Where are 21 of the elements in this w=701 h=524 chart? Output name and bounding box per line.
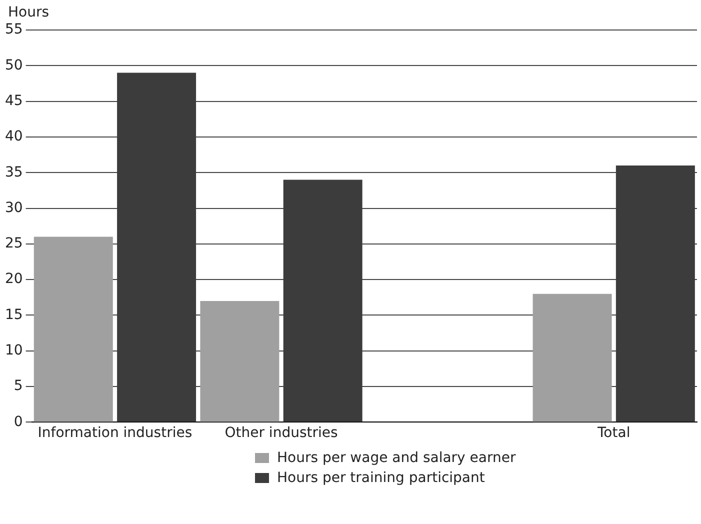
y-tick-label: 40 — [4, 128, 23, 145]
y-tick-label: 15 — [4, 306, 23, 323]
y-tick-label: 55 — [4, 22, 23, 38]
legend-label: Hours per training participant — [277, 470, 485, 486]
y-tick-label: 45 — [4, 92, 23, 109]
bar — [34, 236, 113, 422]
y-tick-label: 50 — [4, 57, 23, 74]
y-tick-label: 5 — [14, 378, 23, 394]
y-tick-label: 25 — [4, 236, 23, 252]
y-tick-label: 20 — [4, 271, 23, 288]
legend-label: Hours per wage and salary earner — [277, 450, 516, 466]
bar — [200, 300, 280, 422]
y-axis-title: Hours — [8, 4, 50, 21]
x-tick-label: Total — [596, 425, 630, 442]
x-tick-label: Information industries — [38, 425, 192, 442]
bar — [532, 294, 612, 422]
y-tick-label: 10 — [4, 342, 23, 359]
x-tick-label: Other industries — [224, 425, 338, 442]
y-tick-label: 30 — [4, 200, 23, 216]
y-tick-label: 35 — [4, 164, 23, 180]
y-tick-label: 0 — [14, 414, 23, 430]
